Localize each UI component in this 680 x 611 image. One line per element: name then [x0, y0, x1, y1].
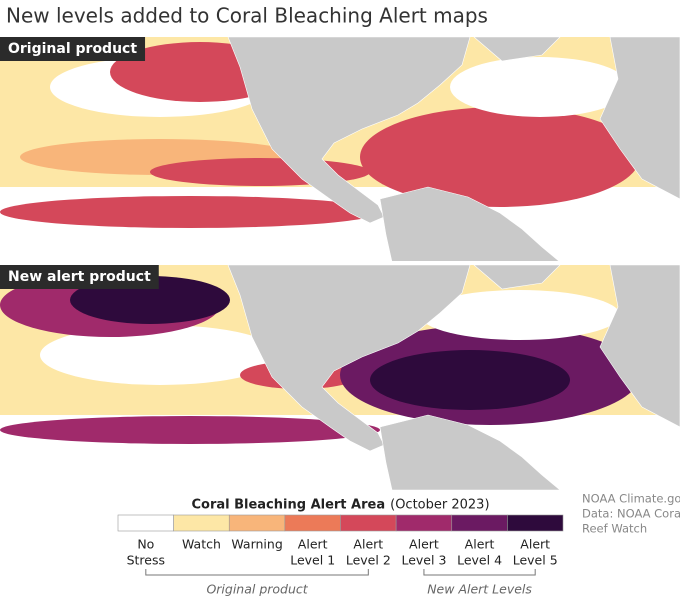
credit: Reef Watch — [582, 522, 647, 536]
legend-subtitle: (October 2023) — [390, 498, 489, 513]
legend-title: Coral Bleaching Alert Area — [191, 498, 385, 513]
group-bracket — [423, 569, 536, 576]
title: New levels added to Coral Bleaching Aler… — [6, 4, 488, 28]
group-label: Original product — [206, 582, 308, 597]
legend-label: Alert — [298, 537, 328, 552]
legend-swatch — [228, 514, 286, 532]
panel-label: New alert product — [8, 269, 151, 285]
credit: NOAA Climate.gov — [582, 492, 680, 506]
legend-label: Watch — [182, 537, 221, 552]
legend-label: Alert — [465, 537, 495, 552]
legend-swatch — [117, 514, 174, 532]
legend-swatch — [451, 514, 508, 532]
legend-swatch — [284, 514, 341, 532]
legend-label: Level 4 — [457, 553, 502, 568]
credit: Data: NOAA Coral — [582, 507, 680, 521]
legend-label: Level 1 — [290, 553, 335, 568]
legend-swatch — [173, 514, 230, 532]
legend-label: Alert — [520, 537, 550, 552]
legend-label: Alert — [353, 537, 383, 552]
legend-label: Alert — [409, 537, 439, 552]
legend-swatch — [507, 514, 564, 532]
panel-label-bg — [0, 37, 146, 61]
legend-label: Level 2 — [346, 553, 391, 568]
panel-label: Original product — [8, 41, 137, 57]
legend-label: Warning — [231, 537, 282, 552]
legend-label: Level 5 — [513, 553, 558, 568]
overlay: Original product New alert product Coral B… — [0, 37, 680, 597]
group-label: New Alert Levels — [427, 582, 532, 597]
map-new — [0, 265, 680, 490]
panel-label-bg — [0, 265, 159, 289]
map-original — [0, 37, 680, 262]
legend-label: Level 3 — [401, 553, 446, 568]
legend-swatch — [340, 514, 397, 532]
legend-label: No — [137, 537, 154, 552]
legend-swatch — [395, 514, 453, 532]
legend-label: Stress — [127, 553, 165, 568]
group-bracket — [145, 569, 369, 576]
